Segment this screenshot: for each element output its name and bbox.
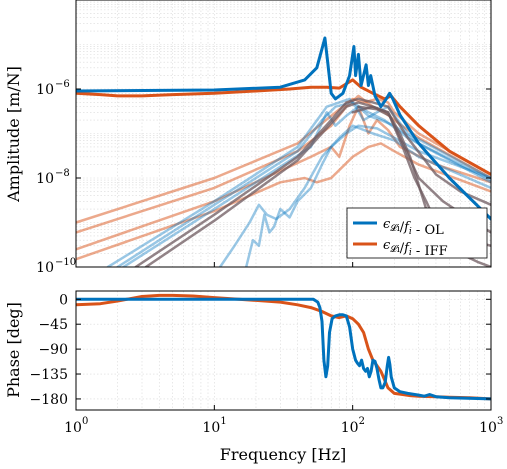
phase-grid xyxy=(76,291,491,410)
x-tick-exponent: 0 xyxy=(82,416,88,427)
amplitude-series-line-8 xyxy=(218,124,491,267)
x-tick-exponent: 2 xyxy=(359,416,365,427)
phase-y-axis-label: Phase [deg] xyxy=(4,302,23,398)
x-tick-label: 10 xyxy=(341,420,359,436)
amplitude-ytick-label: 10 xyxy=(36,260,54,276)
phase-series-line-1 xyxy=(76,297,491,401)
amplitude-ytick-label: 10 xyxy=(36,171,54,187)
phase-ytick-label: 0 xyxy=(59,292,68,308)
phase-ytick-label: −180 xyxy=(30,392,68,408)
amplitude-ytick-exponent: −8 xyxy=(55,168,70,179)
amplitude-y-axis-label: Amplitude [m/N] xyxy=(4,66,23,203)
amplitude-series-line-9 xyxy=(134,97,491,267)
x-tick-label: 10 xyxy=(64,420,82,436)
phase-ytick-label: −45 xyxy=(38,317,68,333)
phase-ytick-label: −135 xyxy=(30,367,68,383)
legend-label-1: ϵ𝓛i/fi - IFF xyxy=(383,238,448,259)
amplitude-series-line-14 xyxy=(76,36,491,221)
amplitude-axes-frame xyxy=(75,0,492,268)
phase-series-line-0 xyxy=(76,293,491,401)
legend-box xyxy=(346,207,488,259)
amplitude-series-line-3 xyxy=(76,142,491,261)
amplitude-series xyxy=(76,36,491,267)
amplitude-series-line-1 xyxy=(76,94,491,234)
amplitude-ytick-exponent: −10 xyxy=(55,257,76,268)
amplitude-ytick-exponent: −6 xyxy=(55,79,70,90)
phase-series xyxy=(76,293,491,401)
legend-label-0: ϵ𝓛i/fi - OL xyxy=(383,217,444,238)
phase-axes-frame xyxy=(75,290,492,411)
x-tick-label: 10 xyxy=(479,420,497,436)
x-tick-exponent: 3 xyxy=(497,416,503,427)
phase-ytick-label: −90 xyxy=(38,342,68,358)
x-tick-label: 10 xyxy=(202,420,220,436)
x-tick-exponent: 1 xyxy=(220,416,226,427)
x-axis-label: Frequency [Hz] xyxy=(220,445,347,464)
amplitude-series-line-7 xyxy=(244,124,491,267)
amplitude-series-line-13 xyxy=(76,78,491,176)
amplitude-ytick-label: 10 xyxy=(36,82,54,98)
